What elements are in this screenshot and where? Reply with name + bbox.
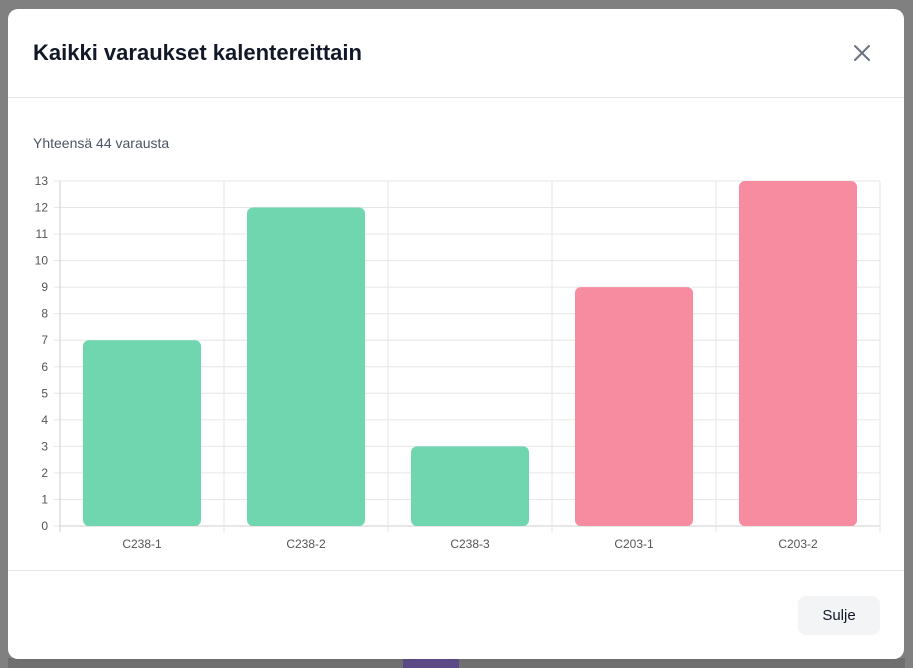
modal-body: Yhteensä 44 varausta 0 1 2 3 4 5 6 7 8 9 10 11 12 13 C… xyxy=(8,98,904,570)
y-tick-label: 5 xyxy=(41,386,48,400)
x-tick-label: C238-3 xyxy=(450,537,490,551)
close-button[interactable]: Sulje xyxy=(798,596,880,635)
y-tick-label: 2 xyxy=(41,466,48,480)
close-icon-button[interactable] xyxy=(848,39,876,67)
bookings-modal: Kaikki varaukset kalentereittain Yhteens… xyxy=(8,9,904,659)
bar-c238-3 xyxy=(410,446,530,526)
bar-c203-2 xyxy=(738,181,858,526)
y-tick-label: 1 xyxy=(41,492,48,506)
y-tick-label: 7 xyxy=(41,333,48,347)
modal-title: Kaikki varaukset kalentereittain xyxy=(33,40,362,65)
x-tick-label: C203-1 xyxy=(614,537,654,551)
y-tick-label: 3 xyxy=(41,439,48,453)
y-tick-label: 10 xyxy=(35,254,49,268)
close-icon xyxy=(854,45,870,61)
y-tick-label: 11 xyxy=(36,227,49,241)
y-tick-label: 8 xyxy=(41,307,48,321)
y-tick-label: 9 xyxy=(41,280,48,294)
bar-c238-2 xyxy=(246,207,366,526)
modal-footer: Sulje xyxy=(8,570,904,659)
y-tick-label: 13 xyxy=(35,174,49,188)
x-tick-label: C238-2 xyxy=(286,537,326,551)
total-bookings-label: Yhteensä 44 varausta xyxy=(33,135,170,151)
y-tick-label: 6 xyxy=(41,360,48,374)
x-tick-label: C203-2 xyxy=(778,537,818,551)
y-tick-label: 4 xyxy=(41,413,48,427)
backdrop-accent-block xyxy=(403,658,459,668)
y-tick-label: 12 xyxy=(35,201,49,215)
bar-c238-1 xyxy=(82,340,202,526)
modal-header: Kaikki varaukset kalentereittain xyxy=(8,9,904,98)
bar-c203-1 xyxy=(574,287,694,526)
x-tick-label: C238-1 xyxy=(122,537,162,551)
y-tick-label: 0 xyxy=(41,519,48,533)
